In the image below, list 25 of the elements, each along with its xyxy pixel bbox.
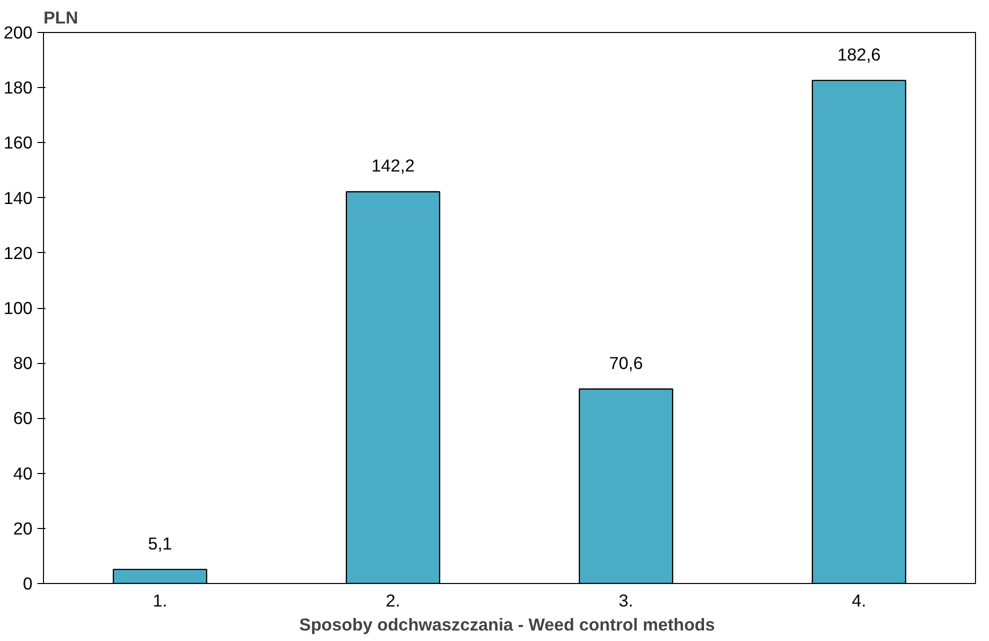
bar: [578, 388, 674, 584]
data-label: 142,2: [371, 156, 415, 176]
y-tick-label: 180: [4, 78, 33, 98]
y-tick-label: 200: [4, 22, 33, 42]
bar: [346, 191, 440, 584]
data-label: 70,6: [609, 352, 643, 373]
y-tick-label: 160: [4, 132, 33, 153]
y-tick-label: 120: [4, 242, 33, 263]
x-tick-label: 4.: [852, 590, 866, 610]
y-tick-label: 100: [4, 298, 33, 318]
x-tick-label: 1.: [152, 590, 168, 610]
y-tick-label: 140: [4, 188, 33, 208]
x-tick-label: 3.: [618, 590, 634, 610]
x-tick-label: 2.: [386, 590, 400, 610]
y-tick-label: 40: [13, 463, 33, 484]
y-tick-label: 60: [13, 408, 33, 428]
y-tick-label: 0: [22, 574, 33, 594]
bar: [112, 568, 208, 584]
y-axis-title: PLN: [44, 8, 78, 28]
data-label: 182,6: [837, 44, 881, 64]
data-label: 5,1: [148, 533, 172, 554]
y-tick-label: 20: [13, 518, 33, 538]
y-tick-label: 80: [13, 353, 33, 374]
bar: [812, 80, 906, 584]
x-axis-title: Sposoby odchwaszczania - Weed control methods: [299, 614, 715, 634]
